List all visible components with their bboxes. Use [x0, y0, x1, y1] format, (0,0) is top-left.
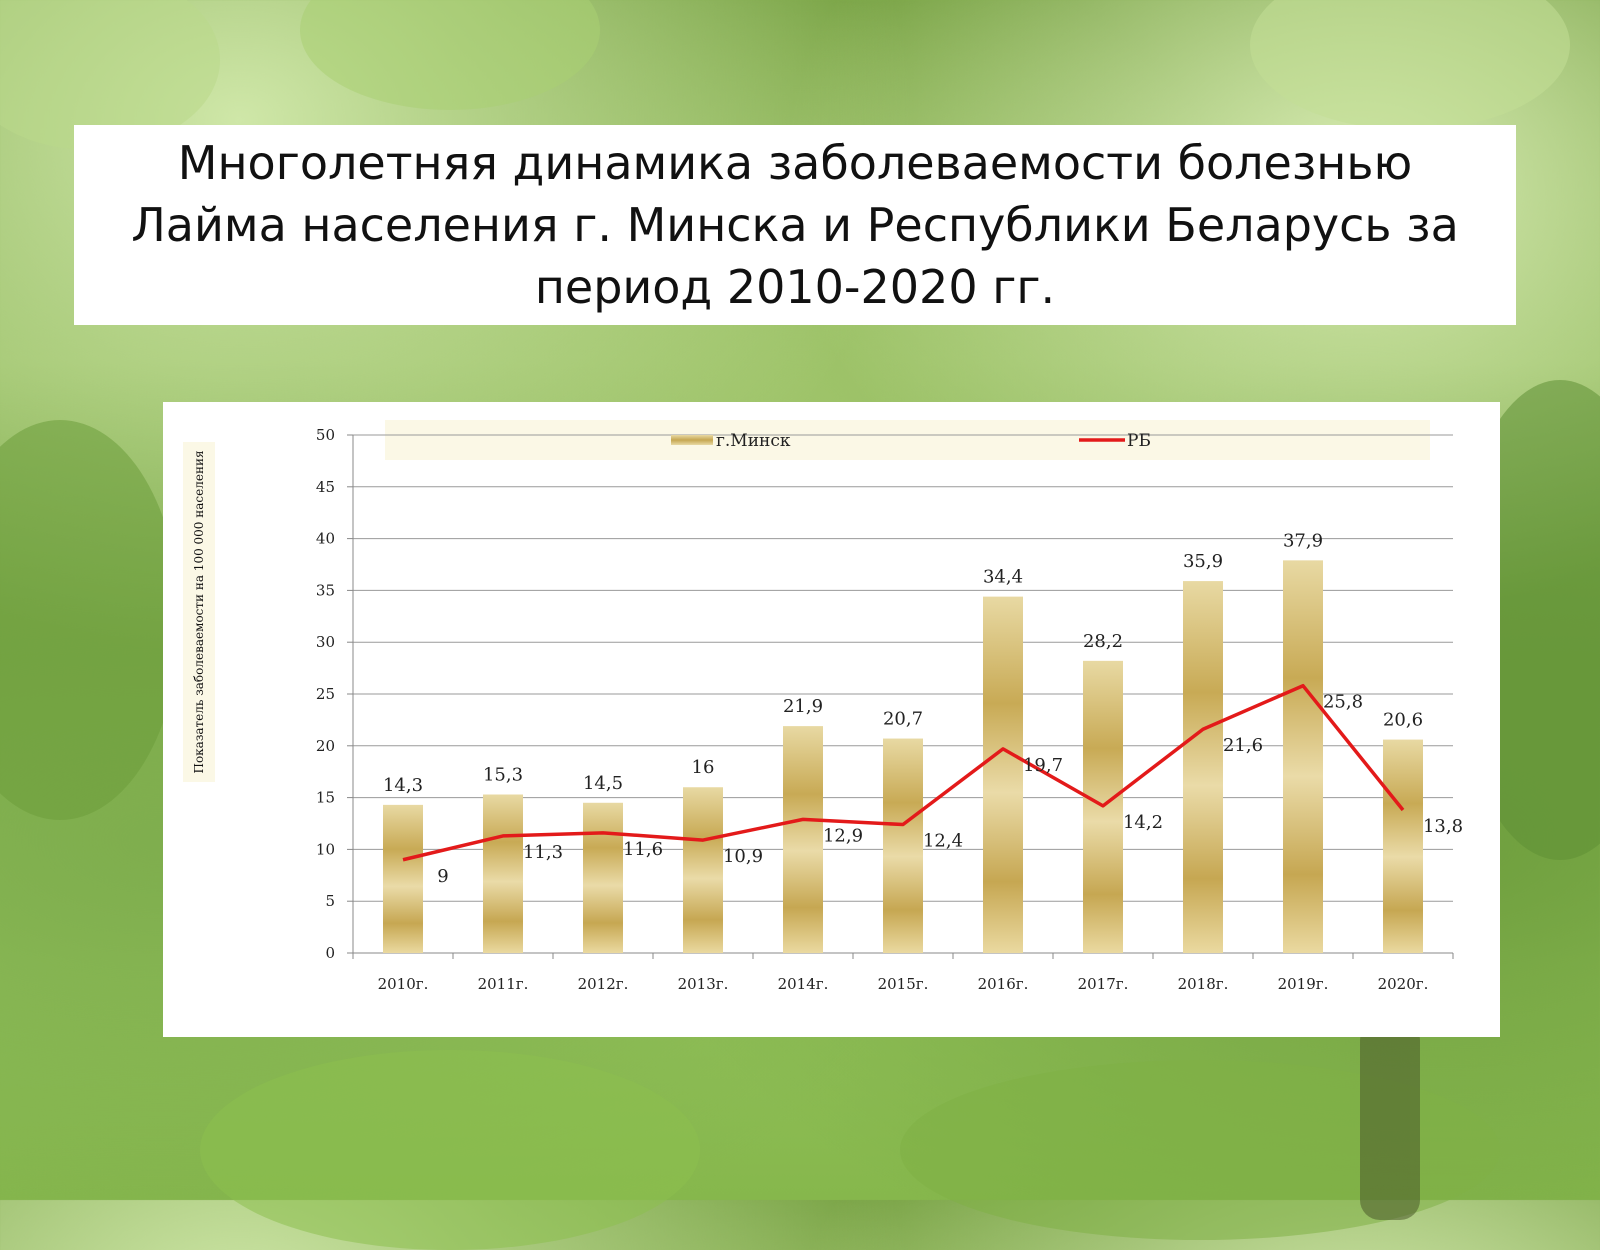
chart-svg: 0 5 10 15 20 25 30 35 40 45 50 14,3 15,3 14,5 16 21,9 2…	[163, 402, 1500, 1037]
bar	[383, 805, 423, 953]
y-tick-label: 5	[325, 892, 335, 910]
bar-value-label: 14,5	[583, 773, 623, 794]
x-tick-label: 2014г.	[778, 975, 829, 993]
bar	[783, 726, 823, 953]
bar	[683, 787, 723, 953]
bar	[483, 794, 523, 953]
title-panel: Многолетняя динамика заболеваемости боле…	[74, 125, 1516, 325]
y-axis-ticks: 0 5 10 15 20 25 30 35 40 45 50	[316, 426, 353, 962]
line-value-label: 11,6	[623, 839, 663, 860]
y-axis-label: Показатель заболеваемости на 100 000 нас…	[192, 450, 206, 773]
line-value-label: 21,6	[1223, 735, 1263, 756]
bar-value-label: 28,2	[1083, 631, 1123, 652]
x-tick-label: 2020г.	[1378, 975, 1429, 993]
legend-label-minsk: г.Минск	[716, 431, 791, 451]
bar	[1183, 581, 1223, 953]
y-tick-label: 50	[316, 426, 335, 444]
y-tick-label: 0	[325, 944, 335, 962]
page-title: Многолетняя динамика заболеваемости боле…	[95, 132, 1495, 318]
line-value-label: 12,9	[823, 825, 863, 846]
bar-value-label: 15,3	[483, 764, 523, 785]
bar	[883, 739, 923, 953]
bar-value-label: 20,7	[883, 709, 923, 730]
bar-value-label: 34,4	[983, 567, 1023, 588]
bar-value-label: 37,9	[1283, 530, 1323, 551]
line-value-label: 12,4	[923, 831, 963, 852]
y-tick-label: 30	[316, 633, 335, 651]
bar-value-label: 16	[692, 757, 715, 778]
y-tick-label: 40	[316, 530, 335, 548]
x-tick-label: 2013г.	[678, 975, 729, 993]
x-tick-label: 2018г.	[1178, 975, 1229, 993]
line-value-label: 25,8	[1323, 692, 1363, 713]
y-axis-label-panel: Показатель заболеваемости на 100 000 нас…	[183, 442, 215, 782]
x-tick-label: 2019г.	[1278, 975, 1329, 993]
y-tick-label: 10	[316, 840, 335, 858]
x-tick-label: 2012г.	[578, 975, 629, 993]
bar-value-label: 21,9	[783, 696, 823, 717]
bar	[1283, 560, 1323, 953]
x-tick-label: 2015г.	[878, 975, 929, 993]
y-tick-label: 15	[316, 789, 335, 807]
legend-swatch-minsk	[671, 435, 713, 445]
x-tick-label: 2011г.	[478, 975, 529, 993]
chart-panel: Показатель заболеваемости на 100 000 нас…	[163, 402, 1500, 1037]
x-tick-label: 2017г.	[1078, 975, 1129, 993]
line-value-label: 14,2	[1123, 812, 1163, 833]
x-axis-ticks: 2010г. 2011г. 2012г. 2013г. 2014г. 2015г. 2016…	[353, 953, 1453, 993]
y-tick-label: 35	[316, 581, 335, 599]
line-value-label: 11,3	[523, 842, 563, 863]
legend-background	[385, 420, 1430, 460]
line-value-label: 9	[437, 866, 448, 887]
x-tick-label: 2010г.	[378, 975, 429, 993]
bar	[983, 597, 1023, 953]
x-tick-label: 2016г.	[978, 975, 1029, 993]
bar	[1383, 740, 1423, 953]
y-tick-label: 25	[316, 685, 335, 703]
bar-series: 14,3 15,3 14,5 16 21,9 20,7 34,4 28,2 35,9 37,9 20…	[383, 530, 1423, 953]
legend-label-rb: РБ	[1127, 431, 1151, 451]
bar-value-label: 14,3	[383, 775, 423, 796]
bar-value-label: 35,9	[1183, 551, 1223, 572]
y-tick-label: 45	[316, 478, 335, 496]
bar	[583, 803, 623, 953]
line-value-label: 19,7	[1023, 755, 1063, 776]
line-value-label: 13,8	[1423, 816, 1463, 837]
line-value-label: 10,9	[723, 846, 763, 867]
bar-value-label: 20,6	[1383, 710, 1423, 731]
y-tick-label: 20	[316, 737, 335, 755]
